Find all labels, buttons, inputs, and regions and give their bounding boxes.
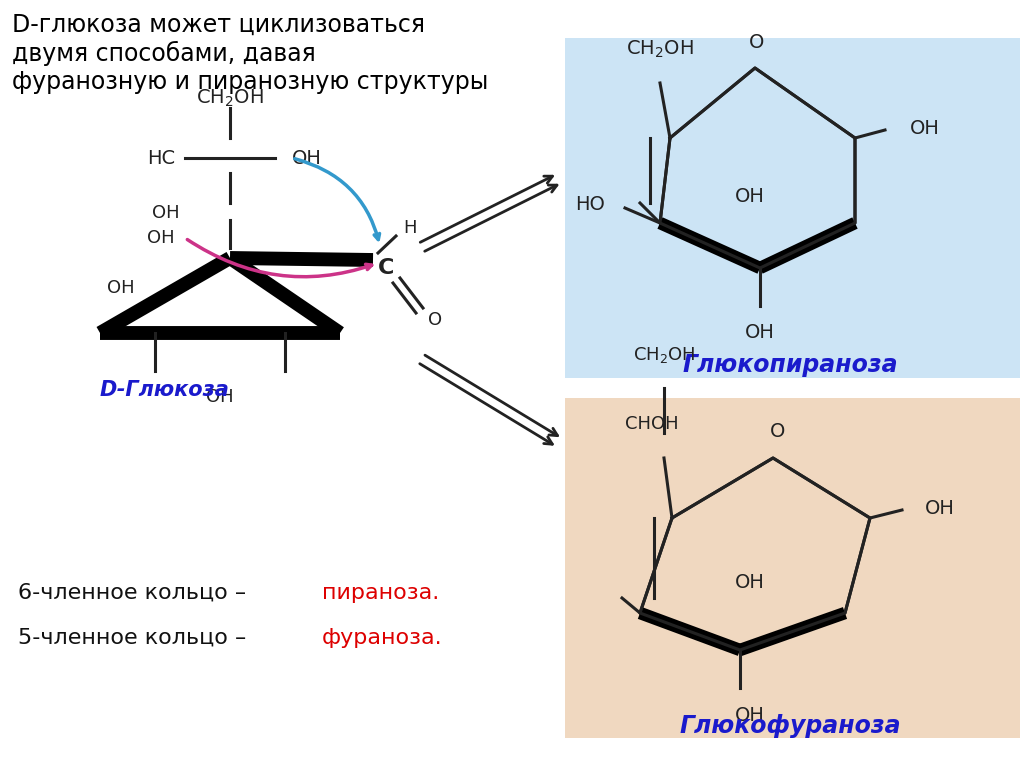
Text: H: H — [403, 219, 417, 237]
Text: OH: OH — [735, 706, 765, 725]
Text: OH: OH — [910, 118, 940, 137]
Text: OH: OH — [735, 574, 765, 592]
Text: O: O — [770, 422, 785, 441]
Text: HO: HO — [575, 196, 605, 214]
Text: OH: OH — [925, 498, 954, 518]
Text: D-глюкоза может циклизоваться
двумя способами, давая
фуранозную и пиранозную стр: D-глюкоза может циклизоваться двумя спос… — [12, 13, 488, 94]
Text: OH: OH — [735, 187, 765, 206]
Text: HC: HC — [146, 148, 175, 167]
Text: O: O — [428, 311, 442, 329]
Text: 6-членное кольцо –: 6-членное кольцо – — [18, 583, 253, 603]
Text: OH: OH — [292, 148, 322, 167]
Text: OH: OH — [147, 229, 175, 247]
Text: Глюкопираноза: Глюкопираноза — [682, 353, 898, 377]
Text: OH: OH — [745, 323, 775, 342]
Text: D-Глюкоза: D-Глюкоза — [100, 380, 230, 400]
FancyBboxPatch shape — [565, 398, 1020, 738]
Text: OH: OH — [206, 388, 233, 406]
Text: O: O — [750, 33, 765, 52]
Text: Глюкофураноза: Глюкофураноза — [679, 714, 901, 738]
Text: OH: OH — [108, 279, 135, 297]
Text: CH$_2$OH: CH$_2$OH — [626, 38, 694, 60]
Text: фураноза.: фураноза. — [322, 628, 442, 648]
FancyBboxPatch shape — [565, 38, 1020, 378]
Text: пираноза.: пираноза. — [322, 583, 439, 603]
Text: 5-членное кольцо –: 5-членное кольцо – — [18, 628, 253, 648]
Text: CH$_2$OH: CH$_2$OH — [633, 345, 695, 365]
Text: CHOH: CHOH — [626, 415, 679, 433]
Text: CH$_2$OH: CH$_2$OH — [197, 88, 264, 108]
Text: C: C — [378, 258, 394, 278]
Text: OH: OH — [153, 204, 180, 222]
